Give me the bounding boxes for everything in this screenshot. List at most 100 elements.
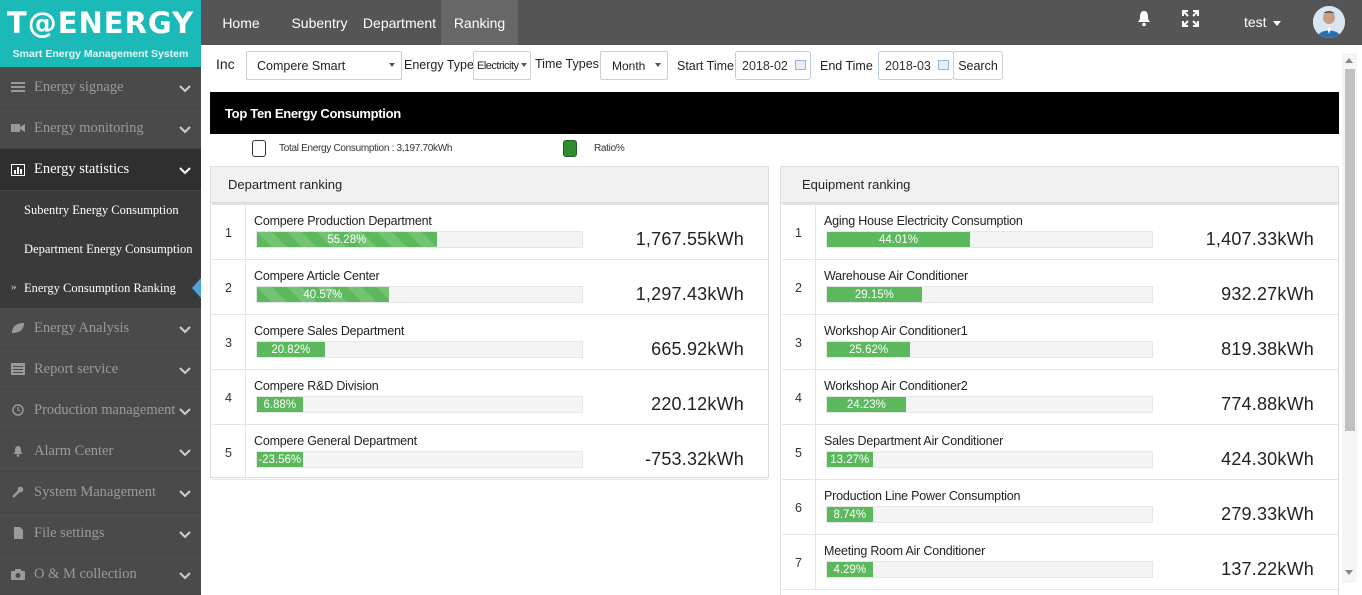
sidebar-subitem-subentry[interactable]: Subentry Energy Consumption (0, 191, 201, 230)
user-menu[interactable]: test (1244, 14, 1282, 30)
scrollbar[interactable] (1342, 53, 1357, 583)
search-button[interactable]: Search (953, 51, 1003, 80)
rank-number: 5 (212, 425, 246, 480)
file-icon (10, 527, 26, 539)
video-camera-icon (10, 122, 26, 134)
chevron-down-icon (179, 322, 191, 339)
sidebar-item-energy-analysis[interactable]: Energy Analysis (0, 308, 201, 349)
row-name: Compere Article Center (254, 269, 380, 283)
table-row: 5 Sales Department Air Conditioner 13.27% 4… (782, 425, 1338, 480)
row-name: Production Line Power Consumption (824, 489, 1021, 503)
row-value: 932.27kWh (1221, 284, 1314, 304)
table-row: 2 Compere Article Center 40.57% 1,297.43kWh (212, 260, 768, 315)
chevron-down-icon (179, 445, 191, 462)
rank-number: 1 (212, 205, 246, 260)
progress-track: 13.27% (826, 451, 1153, 468)
chevron-down-icon (179, 163, 191, 180)
section-title-text: Top Ten Energy Consumption (225, 105, 401, 121)
fullscreen-icon[interactable] (1182, 10, 1199, 30)
progress-track: 4.29% (826, 561, 1153, 578)
end-time-input[interactable]: 2018-03 (878, 51, 954, 80)
chevron-down-icon (179, 568, 191, 585)
tab-label: Ranking (453, 14, 506, 31)
tab-home[interactable]: Home (201, 0, 281, 45)
progress-bar: 20.82% (257, 342, 325, 357)
sidebar-item-production-management[interactable]: Production management (0, 390, 201, 431)
caret-down-icon (521, 63, 527, 67)
sidebar-item-file-settings[interactable]: File settings (0, 513, 201, 554)
chevron-down-icon (179, 122, 191, 139)
sidebar-item-energy-signage[interactable]: Energy signage (0, 67, 201, 108)
progress-bar: -23.56% (257, 452, 303, 467)
table-row: 6 Production Line Power Consumption 8.74% 2… (782, 480, 1338, 535)
sidebar-item-energy-statistics[interactable]: Energy statistics (0, 149, 201, 191)
legend-swatch-ratio (563, 140, 577, 157)
table-row: 5 Compere General Department -23.56% -753.3… (212, 425, 768, 480)
sidebar-subitem-label: Department Energy Consumption (24, 242, 193, 256)
sidebar-subitem-department[interactable]: Department Energy Consumption (0, 230, 201, 269)
row-name: Aging House Electricity Consumption (824, 214, 1023, 228)
progress-track: 40.57% (256, 286, 583, 303)
panel-title-text: Department ranking (228, 177, 343, 192)
camera-icon (10, 568, 26, 580)
sidebar-item-label: File settings (34, 524, 105, 541)
sidebar-item-report-service[interactable]: Report service (0, 349, 201, 390)
progress-track: 44.01% (826, 231, 1153, 248)
sidebar-submenu: Subentry Energy Consumption Department E… (0, 191, 201, 308)
row-value: 279.33kWh (1221, 504, 1314, 524)
row-value: 137.22kWh (1221, 559, 1314, 579)
row-name: Workshop Air Conditioner1 (824, 324, 968, 338)
rank-number: 4 (212, 370, 246, 425)
tab-department[interactable]: Department (358, 0, 441, 45)
end-time-label: End Time (820, 59, 873, 73)
sidebar-item-system-management[interactable]: System Management (0, 472, 201, 513)
filter-bar: Inc Compere Smart Energy Types Electrici… (201, 45, 1362, 87)
sidebar-subitem-ranking[interactable]: » Energy Consumption Ranking (0, 269, 201, 308)
sidebar-item-alarm-center[interactable]: Alarm Center (0, 431, 201, 472)
calendar-icon (938, 60, 949, 70)
active-indicator (192, 278, 201, 298)
time-types-label: Time Types (535, 57, 599, 71)
progress-track: -23.56% (256, 451, 583, 468)
rank-number: 5 (782, 425, 816, 480)
energy-type-select[interactable]: Electricity (473, 51, 531, 80)
company-select[interactable]: Compere Smart (246, 51, 402, 80)
sidebar-item-om-collection[interactable]: O & M collection (0, 554, 201, 595)
progress-bar: 8.74% (827, 507, 873, 522)
row-value: 220.12kWh (651, 394, 744, 414)
time-type-select[interactable]: Month (600, 51, 668, 80)
sidebar-item-label: Alarm Center (34, 442, 114, 459)
avatar[interactable] (1313, 6, 1345, 38)
bell-icon (10, 445, 26, 457)
row-name: Warehouse Air Conditioner (824, 269, 968, 283)
section-title: Top Ten Energy Consumption (210, 92, 1339, 134)
chevron-down-icon (179, 81, 191, 98)
logo-box: T@ENERGY Smart Energy Management System (0, 0, 201, 67)
panel-title-text: Equipment ranking (802, 177, 911, 192)
progress-bar: 24.23% (827, 397, 906, 412)
progress-track: 8.74% (826, 506, 1153, 523)
progress-bar: 6.88% (257, 397, 303, 412)
sidebar-item-label: System Management (34, 483, 157, 500)
caret-down-icon (1273, 20, 1282, 26)
start-time-label: Start Time (677, 59, 734, 73)
scroll-down-icon[interactable] (1345, 570, 1353, 575)
scroll-up-icon[interactable] (1345, 58, 1353, 63)
top-nav: Home Subentry Department Ranking test (201, 0, 1362, 45)
bar-chart-icon (10, 163, 26, 176)
tab-label: Subentry (291, 14, 348, 31)
scroll-thumb[interactable] (1345, 69, 1355, 431)
logo: T@ENERGY (6, 6, 195, 40)
company-select-value: Compere Smart (257, 58, 346, 73)
sidebar-item-label: Energy signage (34, 78, 124, 95)
caret-down-icon (655, 63, 661, 67)
table-row: 7 Meeting Room Air Conditioner 4.29% 137.22… (782, 535, 1338, 590)
tab-label: Home (222, 14, 260, 31)
tab-ranking[interactable]: Ranking (441, 0, 518, 45)
bell-icon[interactable] (1136, 10, 1152, 31)
start-time-input[interactable]: 2018-02 (735, 51, 811, 80)
sidebar-item-energy-monitoring[interactable]: Energy monitoring (0, 108, 201, 149)
sidebar-subitem-label: Subentry Energy Consumption (24, 203, 179, 217)
tab-subentry[interactable]: Subentry (281, 0, 358, 45)
